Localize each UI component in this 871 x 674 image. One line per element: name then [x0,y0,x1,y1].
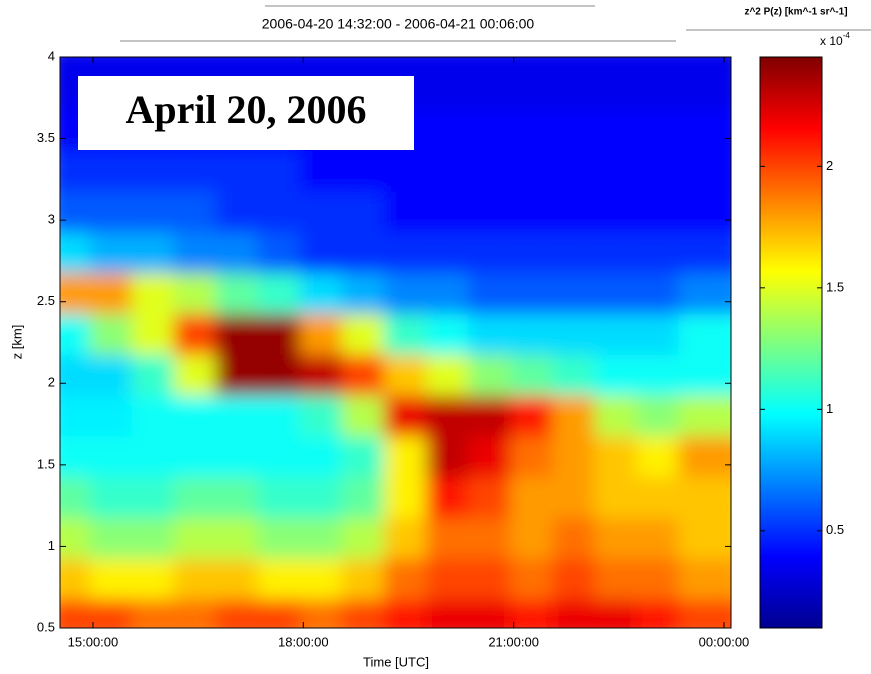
y-tick-label: 1.5 [37,456,55,471]
heatmap-cell [678,57,731,111]
annotation-box [78,76,414,150]
colorbar-label: z^2 P(z) [km^-1 sr^-1] [744,7,847,18]
y-tick-label: 4 [48,48,55,63]
colorbar-tick-label: 1.5 [826,279,844,294]
heatmap-cells [60,57,731,628]
colorbar-tick-label: 2 [826,158,833,173]
y-tick-label: 1 [48,538,55,553]
colorbar [759,56,823,629]
y-tick-label: 3 [48,212,55,227]
x-tick-label: 21:00:00 [488,634,539,649]
x-axis-label: Time [UTC] [363,654,429,669]
colorbar-exponent: x 10-4 [820,31,850,48]
colorbar-tick-label: 1 [826,401,833,416]
chart-title: 2006-04-20 14:32:00 - 2006-04-21 00:06:0… [262,16,535,32]
annotation: April 20, 2006 [125,87,366,132]
y-axis-label: z [km] [9,325,24,360]
x-tick-label: 00:00:00 [699,634,750,649]
exponent-base: x 10 [820,34,843,48]
colorbar-tick-label: 0.5 [826,522,844,537]
y-tick-label: 3.5 [37,130,55,145]
x-tick-label: 18:00:00 [278,634,329,649]
heatmap [60,57,731,628]
y-tick-label: 2.5 [37,293,55,308]
y-tick-label: 0.5 [37,619,55,634]
x-tick-label: 15:00:00 [68,634,119,649]
exponent-power: -4 [843,31,851,40]
y-tick-label: 2 [48,375,55,390]
plot-frame [59,56,732,629]
